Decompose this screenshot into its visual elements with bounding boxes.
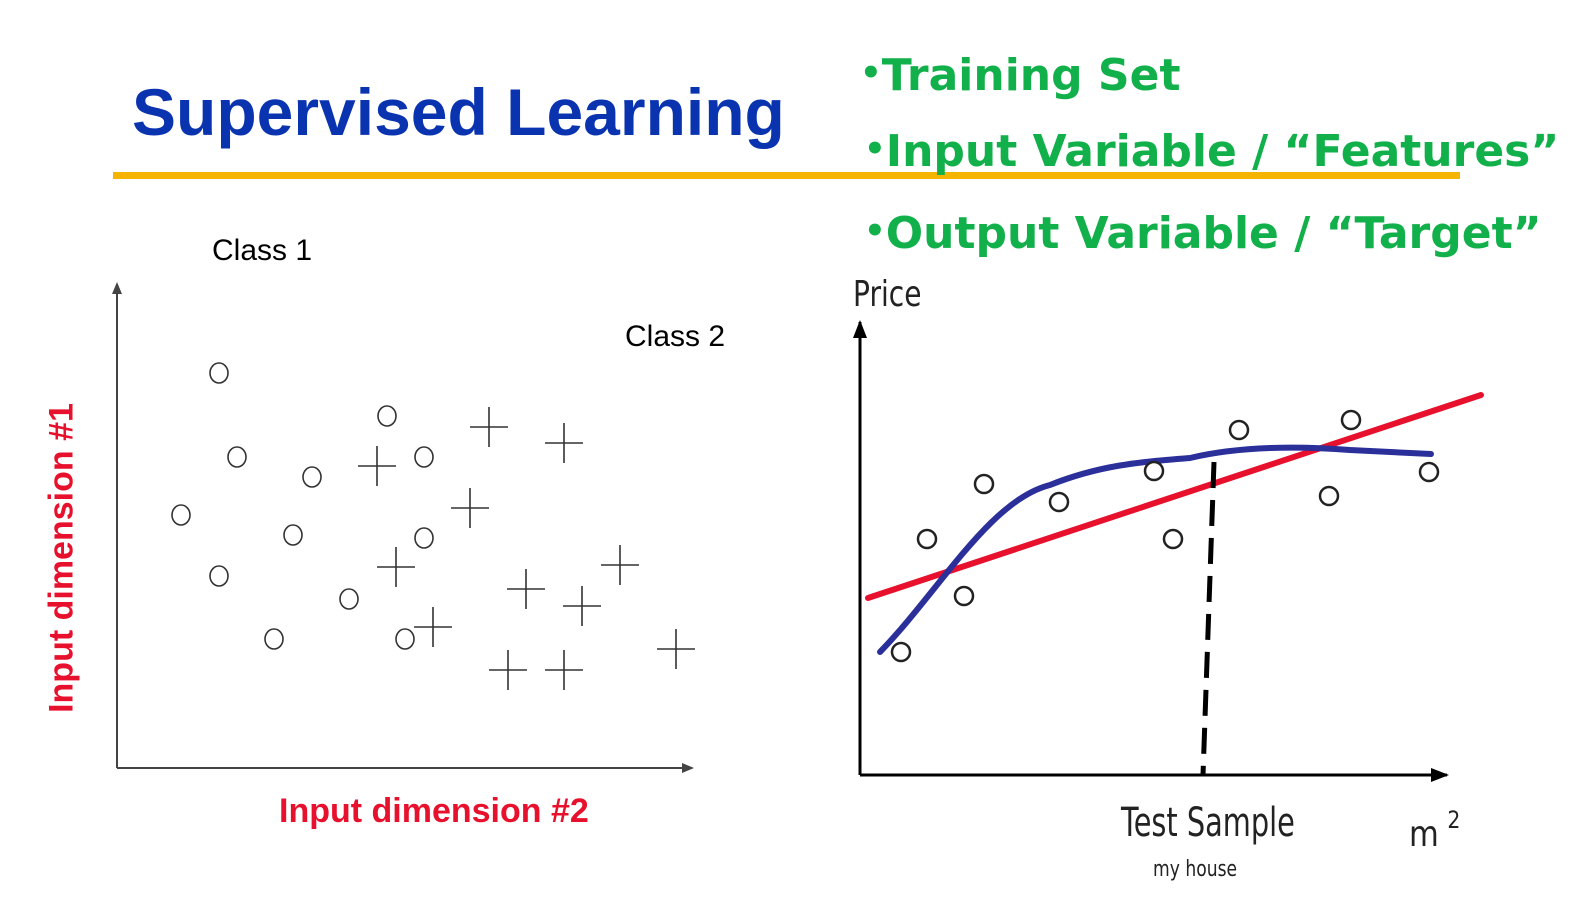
- title-underline: [113, 172, 1460, 179]
- bullet-text: Output Variable / “Target”: [885, 208, 1542, 259]
- regression-axes: [853, 320, 1449, 782]
- class2-point: [545, 650, 583, 690]
- class1-label: Class 1: [212, 234, 313, 267]
- bullet-output-variable: •Output Variable / “Target”: [864, 208, 1542, 259]
- class1-point: [283, 524, 303, 546]
- class2-label: Class 2: [625, 320, 726, 353]
- regression-points: [890, 409, 1440, 663]
- price-axis-label: Price: [853, 274, 922, 315]
- class1-point: [171, 504, 191, 526]
- curve-fit-line: [877, 444, 1434, 655]
- class1-point: [209, 362, 229, 384]
- test-sample-label: Test Sample: [1121, 800, 1295, 846]
- class1-point: [339, 588, 359, 610]
- class2-point: [545, 423, 583, 463]
- class2-point: [657, 629, 695, 669]
- slide-title: Supervised Learning: [132, 75, 785, 149]
- class1-point: [395, 628, 415, 650]
- sample-point: [1162, 528, 1184, 550]
- class1-point: [264, 628, 284, 650]
- class2-point: [507, 569, 545, 609]
- class1-point: [414, 446, 434, 468]
- linear-fit-line: [865, 392, 1484, 601]
- class1-point: [414, 527, 434, 549]
- my-house-label: my house: [1153, 857, 1238, 882]
- class2-point: [377, 547, 415, 587]
- class1-point: [377, 405, 397, 427]
- bullet-input-variable: •Input Variable / “Features”: [864, 126, 1559, 177]
- class2-points: [358, 407, 695, 690]
- classification-axes: [112, 282, 694, 773]
- sample-point: [1340, 409, 1362, 431]
- class2-point: [489, 650, 527, 690]
- sample-point: [1318, 485, 1340, 507]
- bullet-dot: •: [864, 211, 886, 251]
- y-axis-label: Input dimension #1: [42, 403, 81, 713]
- bullet-text: Input Variable / “Features”: [885, 126, 1560, 177]
- class1-points: [171, 362, 434, 650]
- class2-point: [601, 545, 639, 585]
- sample-point: [953, 585, 975, 607]
- bullet-text: Training Set: [881, 50, 1181, 101]
- area-exponent: 2: [1447, 806, 1461, 834]
- class2-point: [358, 446, 396, 486]
- class2-point: [451, 488, 489, 528]
- class2-point: [414, 607, 452, 647]
- area-unit: m: [1409, 814, 1439, 855]
- bullet-dot: •: [864, 129, 886, 169]
- bullet-dot: •: [860, 53, 882, 93]
- class1-point: [227, 446, 247, 468]
- sample-point: [1048, 491, 1070, 513]
- class2-point: [470, 407, 508, 447]
- sample-point: [890, 641, 912, 663]
- class1-point: [302, 466, 322, 488]
- test-sample-line: [1200, 461, 1217, 776]
- sample-point: [916, 528, 938, 550]
- x-axis-label: Input dimension #2: [279, 792, 589, 830]
- sample-point: [1418, 461, 1440, 483]
- class2-point: [563, 586, 601, 626]
- class1-point: [209, 565, 229, 587]
- sample-point: [973, 473, 995, 495]
- bullet-training-set: •Training Set: [860, 50, 1181, 101]
- sample-point: [1228, 419, 1250, 441]
- sample-point: [1143, 460, 1165, 482]
